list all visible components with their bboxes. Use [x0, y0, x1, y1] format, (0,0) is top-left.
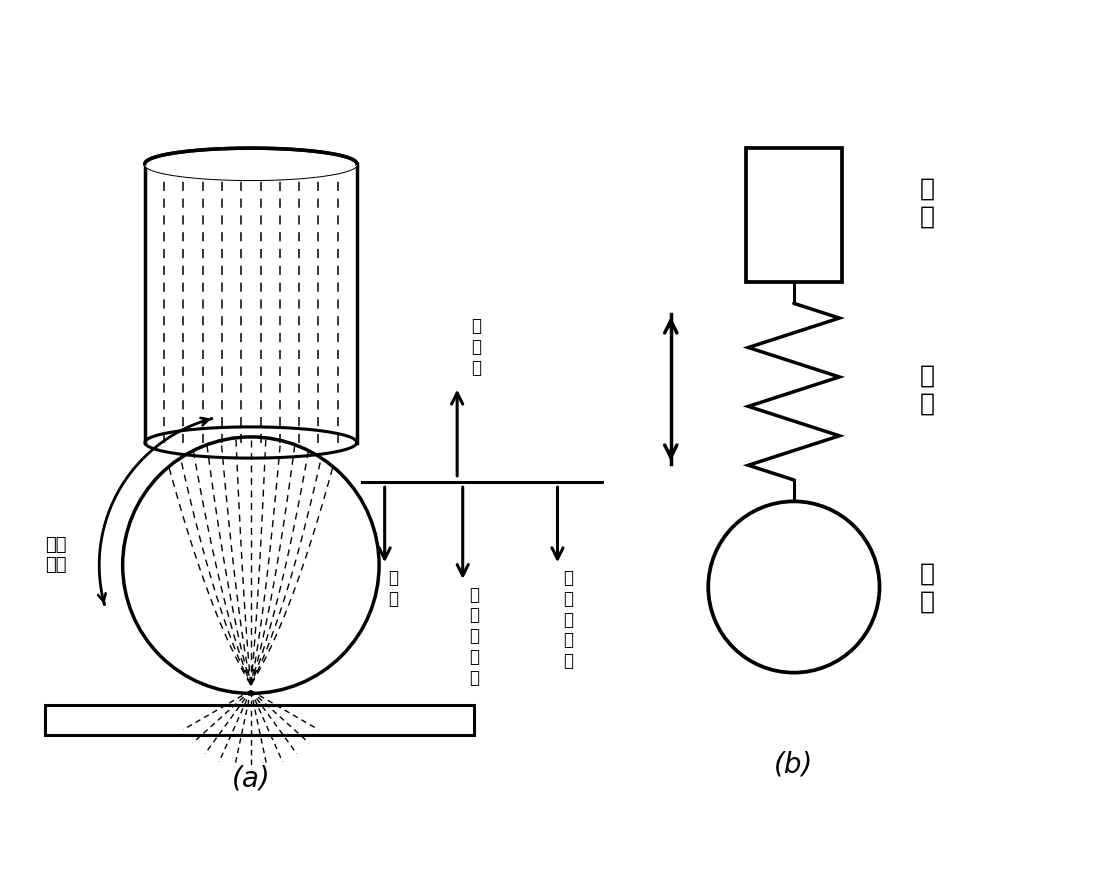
- Text: (a): (a): [232, 763, 270, 791]
- Text: 重
力: 重 力: [388, 568, 398, 607]
- Text: 熔
滴: 熔 滴: [920, 562, 935, 613]
- Text: 斑
点
力: 斑 点 力: [472, 316, 482, 377]
- Text: 电
磁
收
缩
力: 电 磁 收 缩 力: [564, 568, 573, 670]
- Polygon shape: [145, 165, 357, 180]
- Text: 焊
丝: 焊 丝: [920, 176, 935, 229]
- Text: 表面
张力: 表面 张力: [45, 535, 67, 574]
- Bar: [45, 704, 474, 735]
- Text: 颈
缩: 颈 缩: [920, 363, 935, 416]
- Bar: [746, 149, 842, 283]
- Text: (b): (b): [774, 750, 814, 778]
- Text: 等
离
子
流
力: 等 离 子 流 力: [469, 585, 478, 686]
